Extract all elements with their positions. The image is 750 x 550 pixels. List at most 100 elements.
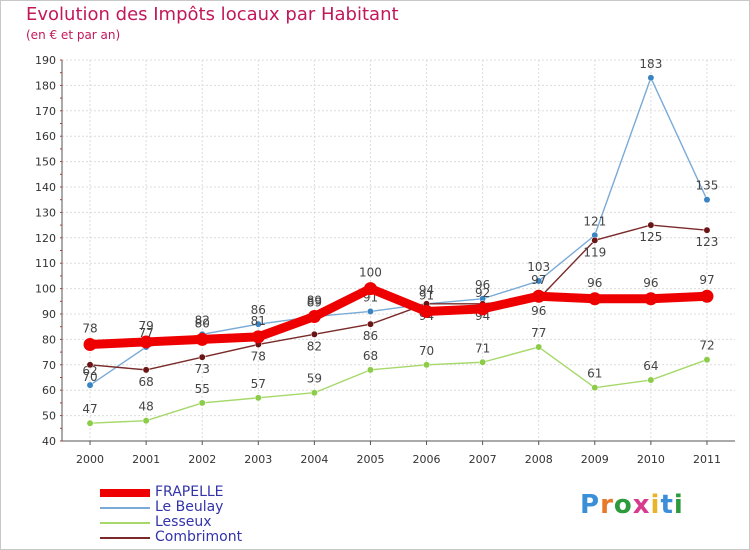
logo-letter: r: [600, 490, 614, 520]
data-point: [532, 289, 546, 303]
y-tick-label: 140: [35, 181, 56, 194]
data-point: [703, 196, 711, 204]
logo-letter: P: [580, 490, 601, 520]
y-tick-label: 170: [35, 105, 56, 118]
data-point: [703, 226, 711, 234]
data-label: 57: [251, 377, 266, 391]
proxiti-logo: Proxiti: [580, 490, 684, 520]
y-minor-tick: [60, 72, 62, 74]
data-label: 91: [419, 288, 434, 302]
x-tick-label: 2000: [76, 453, 104, 466]
y-minor-tick: [60, 427, 62, 429]
data-label: 82: [195, 313, 210, 327]
y-minor-tick: [60, 110, 62, 112]
data-label: 103: [527, 260, 550, 274]
data-label: 97: [699, 273, 714, 287]
data-point: [86, 361, 94, 369]
data-label: 59: [307, 372, 322, 386]
y-minor-tick: [60, 288, 62, 290]
data-point: [367, 308, 374, 315]
data-point: [310, 389, 318, 397]
legend-swatch: [100, 522, 150, 524]
x-tick-label: 2008: [525, 453, 553, 466]
data-point: [307, 310, 321, 324]
y-minor-tick: [60, 161, 62, 163]
x-tick-label: 2010: [637, 453, 665, 466]
legend-label: FRAPELLE: [155, 484, 224, 500]
data-point: [195, 332, 209, 346]
y-minor-tick: [60, 364, 62, 366]
data-label: 77: [531, 326, 546, 340]
data-label: 61: [587, 367, 602, 381]
data-point: [476, 302, 490, 316]
y-minor-tick: [60, 250, 62, 251]
data-label: 80: [195, 316, 210, 330]
data-label: 94: [419, 283, 434, 297]
data-point: [251, 330, 265, 344]
data-label: 96: [531, 304, 546, 318]
data-label: 135: [696, 179, 719, 193]
logo-letter: t: [660, 490, 674, 520]
y-minor-tick: [60, 135, 62, 137]
data-point: [86, 381, 94, 389]
y-minor-tick: [60, 97, 62, 99]
data-label: 86: [363, 329, 378, 343]
y-minor-tick: [60, 84, 62, 86]
y-tick-label: 100: [35, 283, 56, 296]
y-tick-label: 90: [42, 308, 56, 321]
data-label: 62: [82, 364, 97, 378]
data-label: 89: [307, 294, 322, 308]
x-tick-label: 2002: [188, 453, 216, 466]
data-point: [479, 358, 487, 366]
data-label: 47: [82, 402, 97, 416]
data-point: [703, 356, 711, 364]
y-minor-tick: [60, 262, 62, 264]
y-tick-label: 180: [35, 79, 56, 92]
legend-label: Le Beulay: [155, 499, 224, 515]
y-minor-tick: [60, 338, 62, 340]
x-tick-label: 2001: [132, 453, 160, 466]
legend-swatch: [100, 537, 150, 539]
data-label: 77: [138, 326, 153, 340]
series-line-combrimont: [89, 224, 708, 371]
x-tick-label: 2006: [413, 453, 441, 466]
data-point: [254, 394, 262, 402]
y-tick-label: 120: [35, 232, 56, 245]
data-point: [535, 277, 543, 285]
y-minor-tick: [60, 300, 62, 302]
data-point: [310, 330, 318, 338]
data-point: [254, 320, 262, 328]
data-label: 73: [195, 362, 210, 376]
data-point: [198, 399, 206, 407]
y-minor-tick: [60, 440, 62, 442]
x-tick-label: 2007: [469, 453, 497, 466]
data-label: 125: [639, 230, 662, 244]
legend-swatch: [100, 489, 150, 497]
data-point: [142, 366, 150, 374]
data-point: [647, 221, 655, 229]
legend-label: Combrimont: [155, 529, 243, 545]
data-point: [535, 343, 543, 351]
data-point: [591, 236, 599, 244]
data-label: 78: [251, 349, 266, 363]
data-label: 81: [251, 314, 266, 328]
data-point: [198, 353, 206, 361]
y-tick-label: 110: [35, 257, 56, 270]
data-label: 70: [82, 370, 97, 384]
y-minor-tick: [60, 275, 62, 277]
logo-letter: i: [673, 490, 684, 520]
y-tick-label: 60: [42, 384, 56, 397]
x-tick-label: 2011: [693, 453, 721, 466]
data-point: [367, 320, 374, 328]
data-label: 86: [251, 303, 266, 317]
y-tick-label: 70: [42, 359, 56, 372]
y-minor-tick: [60, 224, 62, 226]
y-minor-tick: [60, 389, 62, 391]
data-point: [363, 282, 377, 296]
data-label: 64: [643, 359, 658, 373]
legend-label: Lesseux: [155, 514, 212, 530]
data-label: 68: [138, 375, 153, 389]
data-label: 82: [307, 339, 322, 353]
legend-swatch: [100, 507, 150, 509]
data-point: [83, 337, 97, 351]
